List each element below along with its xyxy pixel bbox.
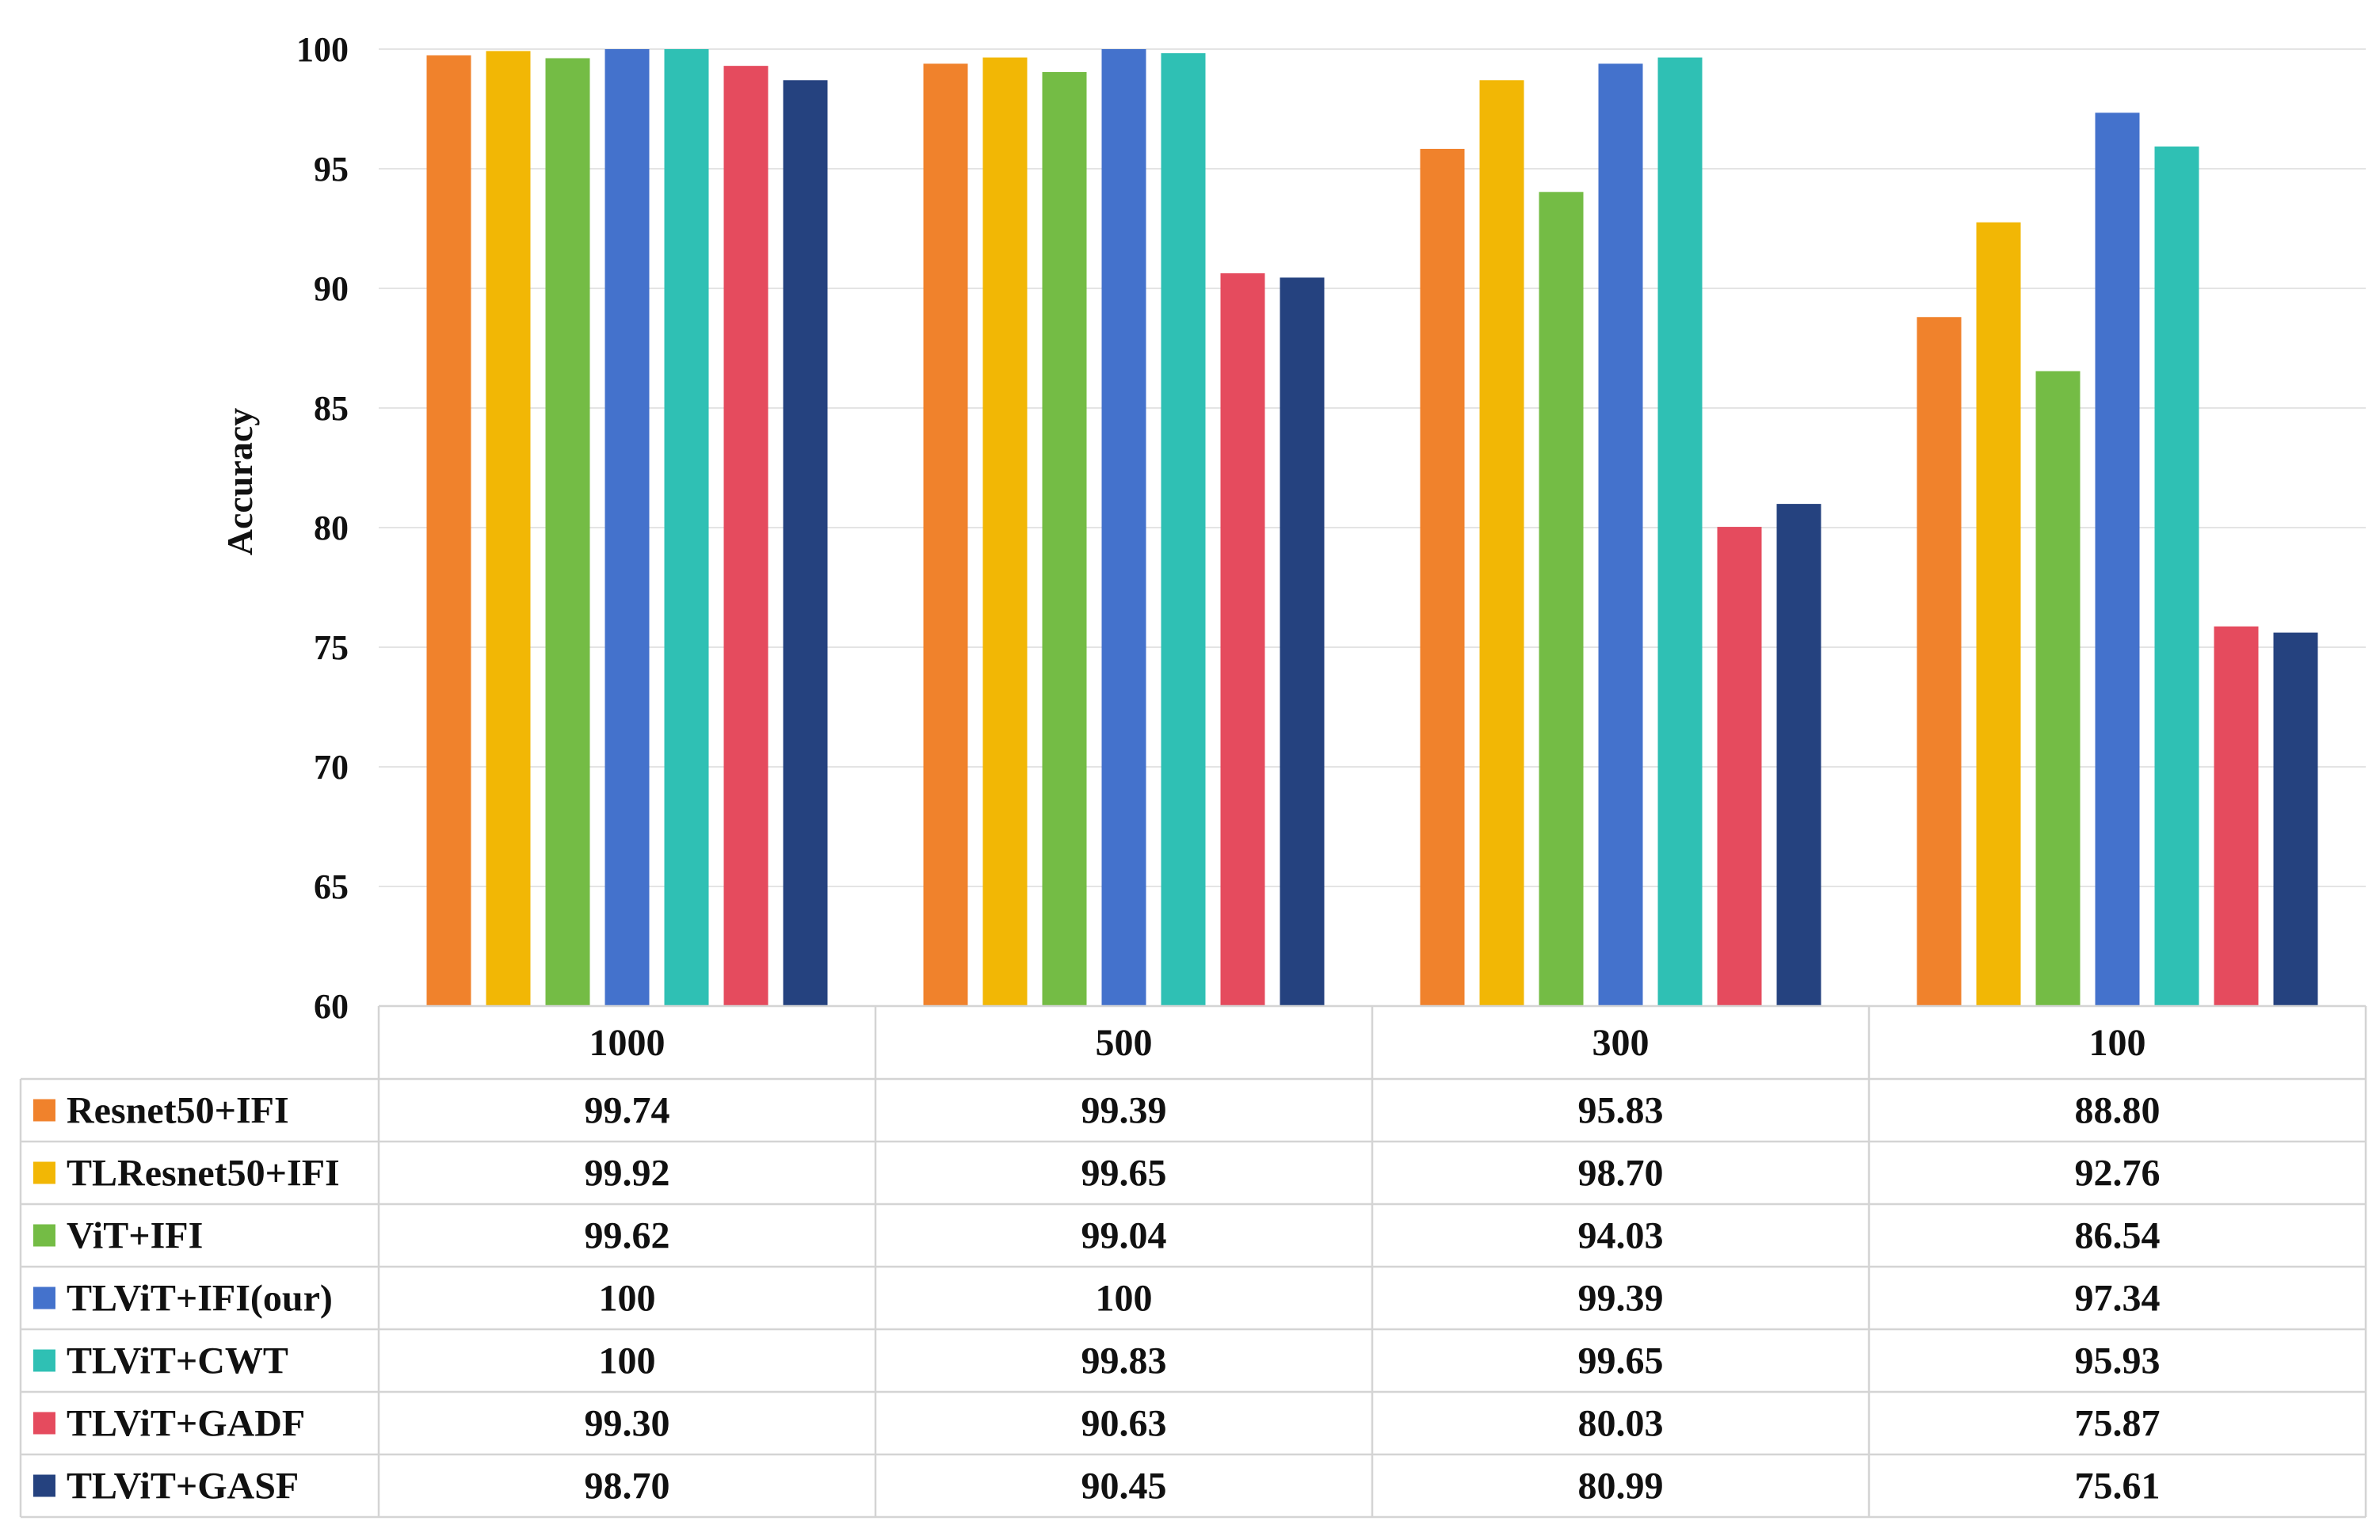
legend-label: TLResnet50+IFI — [67, 1153, 340, 1195]
y-tick-label: 75 — [314, 628, 349, 667]
y-tick-label: 85 — [314, 389, 349, 428]
bar — [545, 58, 590, 1007]
bar — [1598, 63, 1643, 1006]
bar — [1657, 57, 1703, 1007]
data-label: 100 — [599, 1340, 656, 1382]
y-tick-label: 60 — [314, 987, 349, 1026]
data-label: 99.30 — [585, 1403, 670, 1445]
bar — [486, 51, 531, 1006]
data-label: 90.63 — [1081, 1403, 1167, 1445]
bar — [723, 66, 769, 1006]
data-label: 99.74 — [585, 1090, 670, 1132]
data-label: 90.45 — [1081, 1466, 1167, 1508]
data-label: 99.62 — [585, 1215, 670, 1257]
legend-label: TLViT+GADF — [67, 1403, 305, 1445]
x-category-label: 500 — [1096, 1022, 1153, 1064]
bar — [1101, 49, 1146, 1006]
data-label: 80.99 — [1578, 1466, 1664, 1508]
bar — [2035, 371, 2081, 1006]
bar — [1539, 192, 1584, 1007]
data-label: 94.03 — [1578, 1215, 1664, 1257]
data-label: 86.54 — [2075, 1215, 2161, 1257]
legend-label: TLViT+GASF — [67, 1466, 299, 1508]
legend-label: TLViT+CWT — [67, 1340, 288, 1382]
bar — [664, 49, 709, 1006]
data-label: 99.83 — [1081, 1340, 1167, 1382]
data-label: 99.92 — [585, 1153, 670, 1195]
bar — [982, 57, 1028, 1007]
data-label: 99.65 — [1081, 1153, 1167, 1195]
legend-label: ViT+IFI — [67, 1215, 203, 1257]
data-label: 100 — [599, 1278, 656, 1320]
x-category-label: 300 — [1592, 1022, 1650, 1064]
legend-label: TLViT+IFI(our) — [67, 1278, 333, 1320]
data-label: 100 — [1096, 1278, 1153, 1320]
y-tick-label: 80 — [314, 509, 349, 547]
data-label: 88.80 — [2075, 1090, 2161, 1132]
data-label: 75.61 — [2075, 1466, 2161, 1508]
bar — [1161, 53, 1206, 1006]
data-label: 98.70 — [1578, 1153, 1664, 1195]
bar — [2154, 146, 2199, 1006]
bar — [1042, 71, 1087, 1007]
bar — [2273, 632, 2318, 1006]
legend-swatch — [33, 1412, 55, 1435]
legend-swatch — [33, 1287, 55, 1309]
bar — [2214, 626, 2259, 1006]
bar — [1776, 504, 1821, 1006]
data-label: 95.93 — [2075, 1340, 2161, 1382]
data-label: 75.87 — [2075, 1403, 2161, 1445]
bar — [605, 49, 650, 1006]
legend-swatch — [33, 1161, 55, 1184]
bar — [1917, 317, 1962, 1006]
legend-swatch — [33, 1474, 55, 1497]
legend-swatch — [33, 1099, 55, 1122]
legend-swatch — [33, 1349, 55, 1372]
bars — [426, 49, 2318, 1007]
y-tick-label: 100 — [296, 30, 349, 69]
data-label: 97.34 — [2075, 1278, 2161, 1320]
bar — [783, 80, 828, 1006]
bar — [1717, 527, 1762, 1006]
x-category-label: 100 — [2089, 1022, 2146, 1064]
bar — [426, 55, 471, 1006]
data-label: 80.03 — [1578, 1403, 1664, 1445]
y-axis-label: Accuracy — [219, 408, 260, 555]
y-tick-label: 70 — [314, 748, 349, 787]
bar — [1220, 273, 1265, 1006]
x-category-label: 1000 — [589, 1022, 666, 1064]
y-tick-label: 65 — [314, 867, 349, 906]
legend-label: Resnet50+IFI — [67, 1090, 289, 1132]
bar — [2095, 112, 2140, 1006]
bar — [1420, 148, 1465, 1007]
data-label: 99.39 — [1578, 1278, 1664, 1320]
y-tick-label: 95 — [314, 150, 349, 189]
data-table: 1000 500 300 100 Resnet50+IFI 99.74 99.39 95.83… — [19, 1004, 2367, 1519]
bar — [1976, 222, 2021, 1006]
data-label: 99.65 — [1578, 1340, 1664, 1382]
gridlines — [379, 48, 2366, 1007]
data-label: 92.76 — [2075, 1153, 2161, 1195]
legend-swatch — [33, 1224, 55, 1247]
data-label: 99.39 — [1081, 1090, 1167, 1132]
bar — [923, 63, 968, 1006]
y-axis: 60 65 70 75 80 85 90 95 100 — [296, 30, 349, 1026]
data-label: 95.83 — [1578, 1090, 1664, 1132]
bar — [1479, 80, 1524, 1006]
data-label: 99.04 — [1081, 1215, 1167, 1257]
y-tick-label: 90 — [314, 269, 349, 308]
bar — [1280, 277, 1325, 1006]
data-label: 98.70 — [585, 1466, 670, 1508]
